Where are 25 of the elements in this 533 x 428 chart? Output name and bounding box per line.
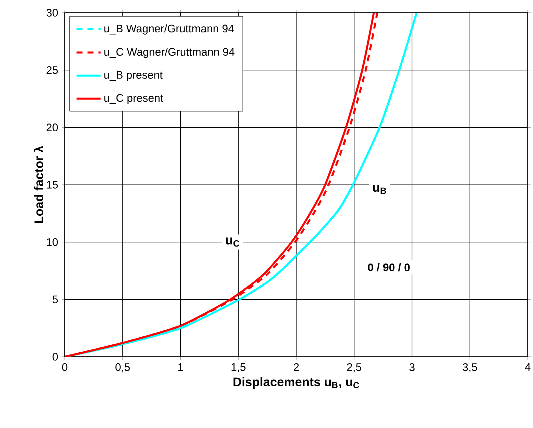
x-tick-label: 1 <box>178 364 184 372</box>
y-tick-label: 25 <box>46 66 58 74</box>
x-tick-label: 3,5 <box>462 364 478 373</box>
y-tick-label: 10 <box>47 238 58 246</box>
x-tick-label: 1,5 <box>232 364 246 372</box>
legend-label: u_C present <box>104 94 164 104</box>
annotation: u$_{B}$ <box>373 185 386 194</box>
x-axis-title: Displacements u$_{B}$, u$_{C}$ <box>234 377 360 390</box>
y-axis-title: Load factor λ <box>34 146 44 224</box>
x-tick-label: 0,5 <box>116 364 130 373</box>
legend-label: u_B Wagner/Gruttmann 94 <box>104 24 234 35</box>
annotation: 0 / 90 / 0 <box>368 263 410 272</box>
x-tick-label: 0 <box>62 364 68 372</box>
legend-label: u_B present <box>104 71 163 82</box>
legend-label: u_C Wagner/Gruttmann 94 <box>104 48 235 58</box>
annotation: u$_{C}$ <box>226 238 240 247</box>
x-tick-label: 4 <box>525 364 531 372</box>
y-tick-label: 5 <box>52 296 58 304</box>
y-tick-label: 15 <box>47 181 58 189</box>
x-tick-label: 2 <box>294 364 300 372</box>
y-tick-label: 0 <box>52 353 58 361</box>
x-tick-label: 2,5 <box>347 364 362 373</box>
x-tick-label: 3 <box>410 364 415 372</box>
y-tick-label: 30 <box>46 9 58 17</box>
y-tick-label: 20 <box>46 124 58 132</box>
